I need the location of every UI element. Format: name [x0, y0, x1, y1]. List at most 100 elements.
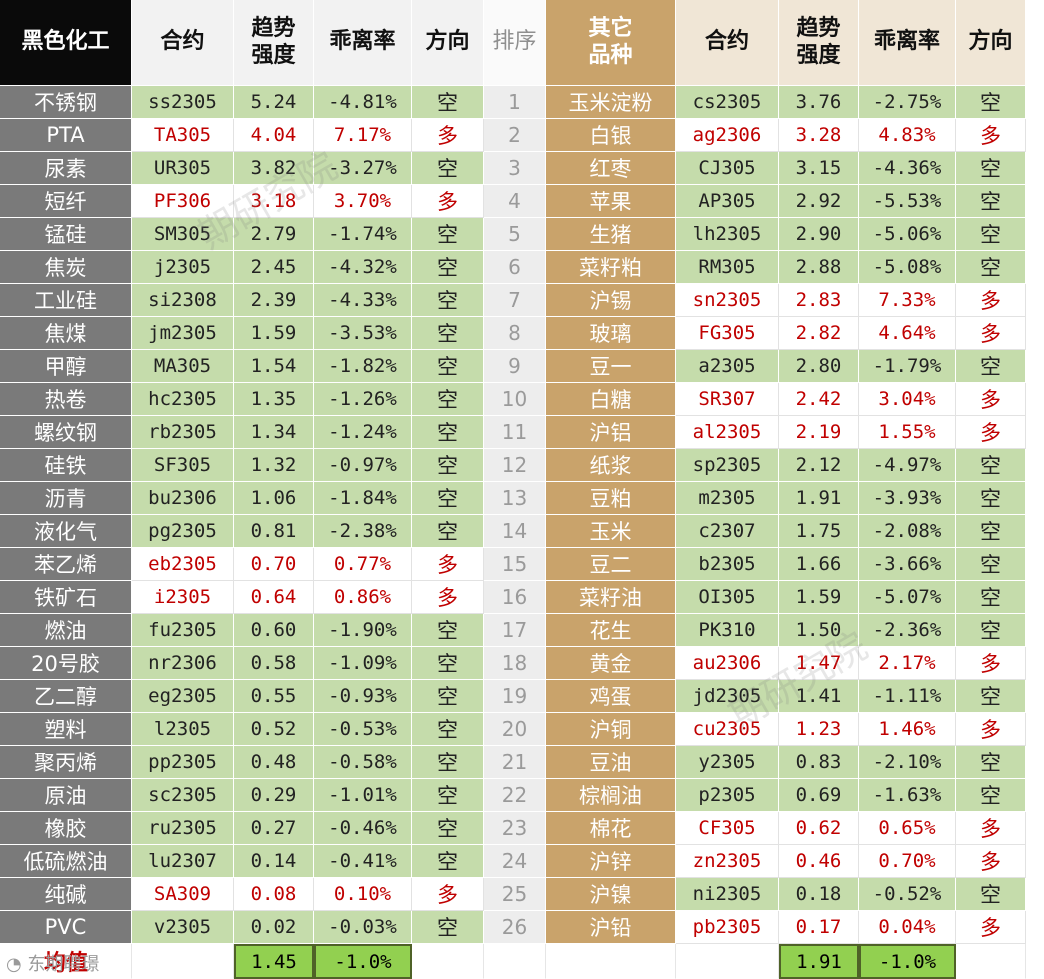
header-contract: 合约 [132, 0, 234, 86]
left-direction: 空 [412, 152, 484, 185]
header-trend: 趋势强度 [234, 0, 314, 86]
right-trend-strength: 2.42 [779, 383, 859, 416]
rank-number: 19 [484, 680, 546, 713]
header-direction: 方向 [412, 0, 484, 86]
right-contract-code: SR307 [676, 383, 779, 416]
right-trend-strength: 2.12 [779, 449, 859, 482]
right-direction: 多 [956, 911, 1026, 944]
right-contract-code: pb2305 [676, 911, 779, 944]
right-trend-strength: 1.59 [779, 581, 859, 614]
left-deviation-rate: 0.77% [314, 548, 412, 581]
left-deviation-rate: -0.97% [314, 449, 412, 482]
left-product-name: 液化气 [0, 515, 132, 548]
left-direction: 空 [412, 350, 484, 383]
left-deviation-rate: -0.53% [314, 713, 412, 746]
right-product-name: 玉米 [546, 515, 676, 548]
rank-number: 24 [484, 845, 546, 878]
left-contract-code: SA309 [132, 878, 234, 911]
left-product-name: 热卷 [0, 383, 132, 416]
left-product-name: 塑料 [0, 713, 132, 746]
left-contract-code: l2305 [132, 713, 234, 746]
right-product-name: 豆二 [546, 548, 676, 581]
rank-number: 2 [484, 119, 546, 152]
left-trend-strength: 0.48 [234, 746, 314, 779]
brand-logo: ◔ 东期聘璟 [6, 950, 99, 976]
right-contract-code: AP305 [676, 185, 779, 218]
rank-number: 17 [484, 614, 546, 647]
right-trend-strength: 3.28 [779, 119, 859, 152]
left-direction: 空 [412, 779, 484, 812]
left-deviation-rate: 3.70% [314, 185, 412, 218]
left-product-name: 低硫燃油 [0, 845, 132, 878]
right-product-name: 苹果 [546, 185, 676, 218]
right-product-name: 棉花 [546, 812, 676, 845]
right-product-name: 沪锌 [546, 845, 676, 878]
left-contract-code: hc2305 [132, 383, 234, 416]
right-deviation-rate: -1.79% [859, 350, 956, 383]
right-deviation-rate: -2.36% [859, 614, 956, 647]
left-direction: 空 [412, 284, 484, 317]
right-trend-strength: 0.17 [779, 911, 859, 944]
rank-number: 13 [484, 482, 546, 515]
right-contract-code: CJ305 [676, 152, 779, 185]
rank-number: 7 [484, 284, 546, 317]
right-product-name: 沪镍 [546, 878, 676, 911]
right-product-name: 黄金 [546, 647, 676, 680]
left-product-name: 苯乙烯 [0, 548, 132, 581]
right-product-name: 白银 [546, 119, 676, 152]
left-deviation-rate: -0.93% [314, 680, 412, 713]
left-trend-strength: 0.81 [234, 515, 314, 548]
footer-right-deviation-avg: -1.0% [859, 944, 956, 979]
rank-number: 5 [484, 218, 546, 251]
rank-number: 18 [484, 647, 546, 680]
left-trend-strength: 0.52 [234, 713, 314, 746]
left-deviation-rate: -1.26% [314, 383, 412, 416]
left-product-name: 螺纹钢 [0, 416, 132, 449]
right-deviation-rate: 0.70% [859, 845, 956, 878]
rank-number: 22 [484, 779, 546, 812]
footer-left-deviation-avg: -1.0% [314, 944, 412, 979]
left-product-name: 20号胶 [0, 647, 132, 680]
left-contract-code: TA305 [132, 119, 234, 152]
right-trend-strength: 1.50 [779, 614, 859, 647]
right-product-name: 沪铅 [546, 911, 676, 944]
left-contract-code: lu2307 [132, 845, 234, 878]
left-trend-strength: 1.32 [234, 449, 314, 482]
header-deviation-right: 乖离率 [859, 0, 956, 86]
left-deviation-rate: -1.82% [314, 350, 412, 383]
right-product-name: 玉米淀粉 [546, 86, 676, 119]
left-product-name: PVC [0, 911, 132, 944]
left-deviation-rate: -4.32% [314, 251, 412, 284]
header-right-group: 其它品种 [546, 0, 676, 86]
left-trend-strength: 0.70 [234, 548, 314, 581]
right-contract-code: zn2305 [676, 845, 779, 878]
right-product-name: 沪锡 [546, 284, 676, 317]
right-trend-strength: 0.18 [779, 878, 859, 911]
left-product-name: 工业硅 [0, 284, 132, 317]
rank-number: 8 [484, 317, 546, 350]
footer-average-label: 均值 [0, 944, 132, 979]
left-direction: 多 [412, 548, 484, 581]
footer-blank [484, 944, 546, 979]
left-direction: 空 [412, 482, 484, 515]
footer-right-trend-avg: 1.91 [779, 944, 859, 979]
rank-number: 16 [484, 581, 546, 614]
right-product-name: 棕榈油 [546, 779, 676, 812]
left-contract-code: rb2305 [132, 416, 234, 449]
right-deviation-rate: 0.65% [859, 812, 956, 845]
left-trend-strength: 0.14 [234, 845, 314, 878]
right-deviation-rate: 4.83% [859, 119, 956, 152]
right-direction: 多 [956, 383, 1026, 416]
right-contract-code: m2305 [676, 482, 779, 515]
right-deviation-rate: -5.07% [859, 581, 956, 614]
header-rank: 排序 [484, 0, 546, 86]
header-contract-right: 合约 [676, 0, 779, 86]
left-product-name: 聚丙烯 [0, 746, 132, 779]
right-direction: 多 [956, 845, 1026, 878]
left-contract-code: eg2305 [132, 680, 234, 713]
footer-blank [546, 944, 676, 979]
right-direction: 空 [956, 449, 1026, 482]
right-product-name: 菜籽粕 [546, 251, 676, 284]
right-deviation-rate: -1.63% [859, 779, 956, 812]
right-trend-strength: 1.75 [779, 515, 859, 548]
